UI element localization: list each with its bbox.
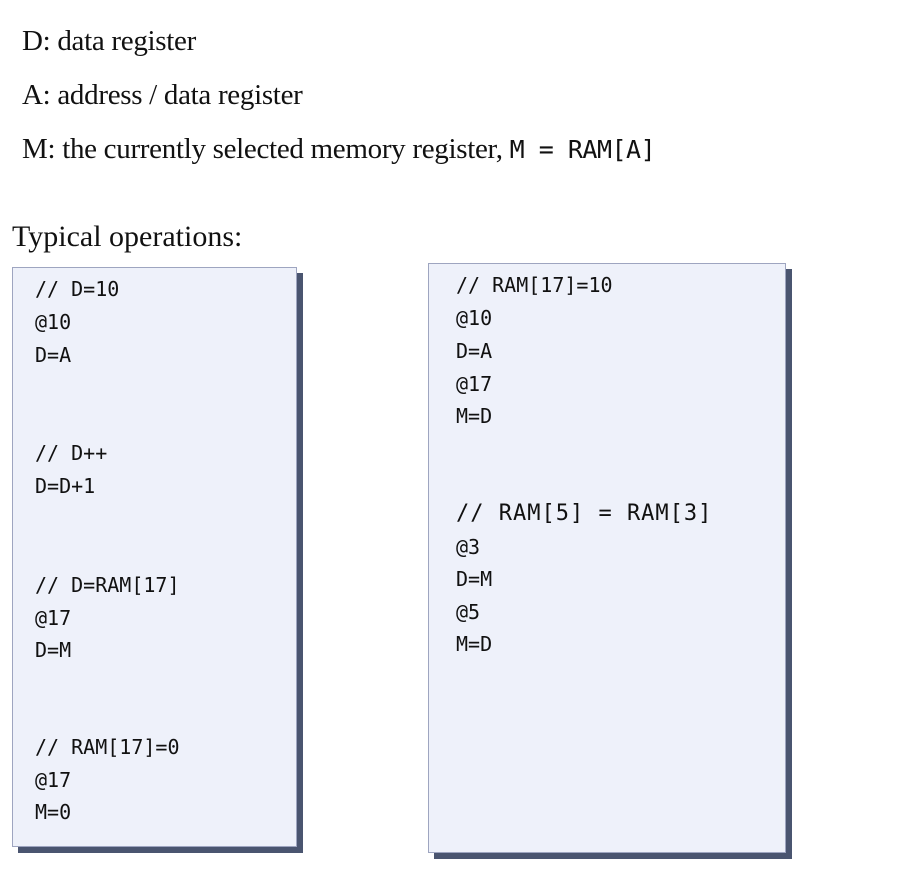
definition-m: M: the currently selected memory registe… bbox=[22, 132, 656, 167]
code-comment: // RAM[5] = RAM[3] bbox=[456, 501, 713, 526]
code-comment: // RAM[17]=10 bbox=[456, 273, 613, 297]
definition-label: D: bbox=[22, 25, 51, 57]
code-line: @5 bbox=[456, 600, 481, 624]
code-line: @17 bbox=[456, 372, 493, 396]
definition-formula: M = RAM[A] bbox=[509, 135, 656, 164]
code-line: D=A bbox=[456, 339, 493, 363]
definition-text: the currently selected memory register, bbox=[62, 133, 503, 165]
section-heading: Typical operations: bbox=[12, 220, 243, 253]
definition-d: D: data register bbox=[22, 24, 196, 58]
definition-text: data register bbox=[57, 25, 196, 57]
code-box-right: // RAM[17]=10 @10 D=A @17 M=D // RAM[5] … bbox=[428, 263, 786, 853]
code-line: M=D bbox=[456, 404, 493, 428]
definition-label: M: bbox=[22, 133, 56, 165]
code-comment: // D=RAM[17] bbox=[35, 573, 180, 597]
code-line: M=0 bbox=[35, 800, 72, 824]
code-comment: // D=10 bbox=[35, 277, 120, 301]
code-line: @17 bbox=[35, 606, 72, 630]
code-line: @10 bbox=[35, 310, 72, 334]
code-comment: // D++ bbox=[35, 441, 108, 465]
code-line: @10 bbox=[456, 306, 493, 330]
code-line: D=M bbox=[35, 638, 72, 662]
code-line: D=D+1 bbox=[35, 474, 96, 498]
code-line: @17 bbox=[35, 768, 72, 792]
code-line: D=A bbox=[35, 343, 72, 367]
definition-text: address / data register bbox=[57, 79, 303, 111]
code-line: D=M bbox=[456, 567, 493, 591]
code-comment: // RAM[17]=0 bbox=[35, 735, 180, 759]
definition-label: A: bbox=[22, 79, 51, 111]
code-line: M=D bbox=[456, 632, 493, 656]
code-box-left: // D=10 @10 D=A // D++ D=D+1 // D=RAM[17… bbox=[12, 267, 297, 847]
definition-a: A: address / data register bbox=[22, 78, 303, 112]
code-line: @3 bbox=[456, 535, 481, 559]
